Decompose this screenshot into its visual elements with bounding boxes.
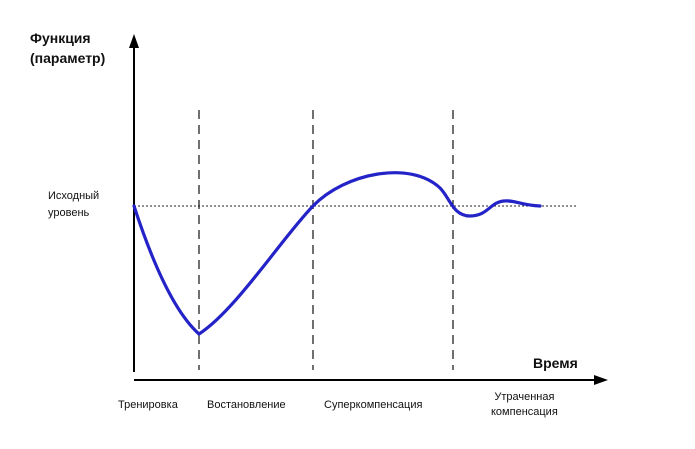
phase-label-lost-compensation: Утраченная компенсация (491, 390, 558, 420)
baseline-label: Исходный уровень (48, 188, 99, 222)
phase-label-supercompensation: Суперкомпенсация (324, 399, 423, 411)
phase-label-lost-line-2: компенсация (491, 406, 558, 418)
y-axis-arrow (129, 34, 139, 48)
y-axis-label: Функция (параметр) (30, 28, 105, 68)
baseline-label-line-2: уровень (48, 207, 90, 219)
y-axis-label-line-2: (параметр) (30, 50, 106, 66)
baseline-label-line-1: Исходный (48, 190, 100, 202)
phase-label-training: Тренировка (118, 399, 178, 411)
phase-label-lost-line-1: Утраченная (494, 391, 555, 403)
y-axis-label-line-1: Функция (30, 30, 91, 46)
x-axis-label: Время (533, 355, 578, 371)
phase-label-recovery: Востановление (207, 399, 286, 411)
function-curve (132, 171, 542, 336)
x-axis-arrow (594, 375, 608, 385)
